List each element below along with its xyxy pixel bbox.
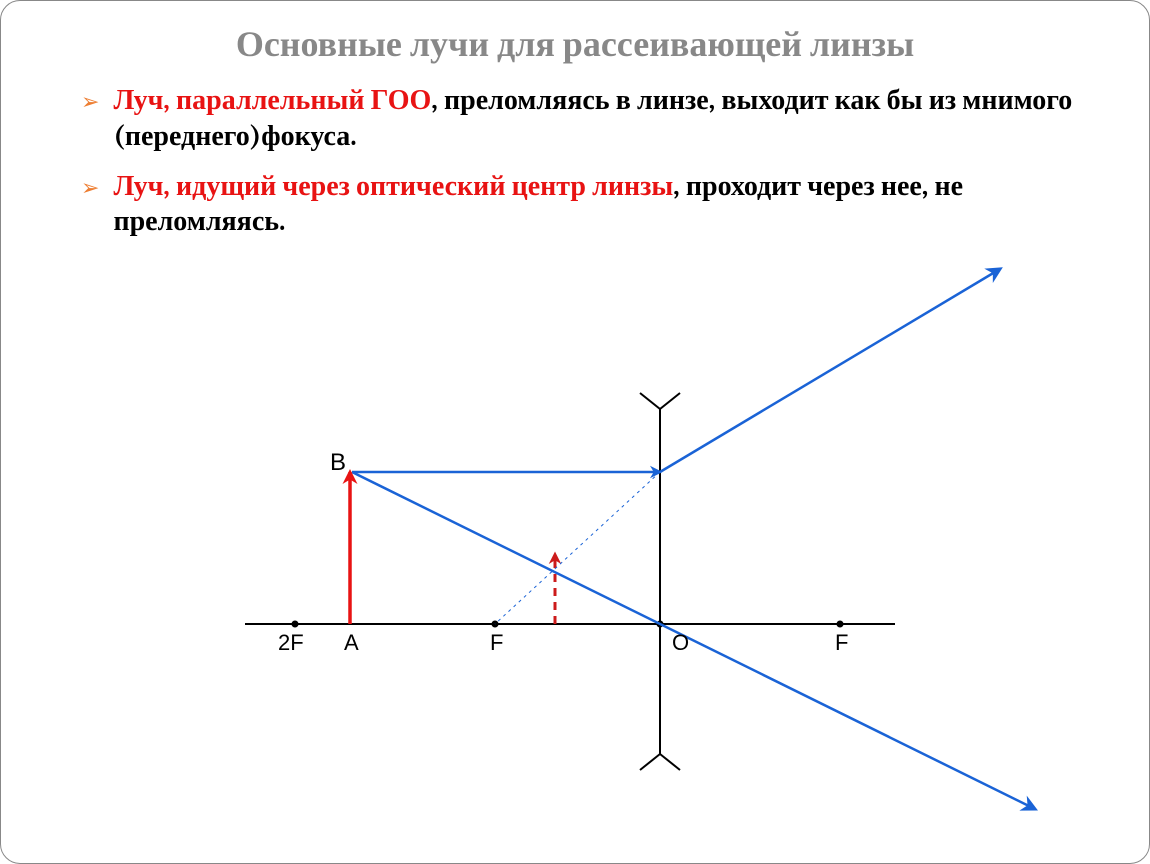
svg-text:F: F <box>835 630 848 655</box>
svg-text:F: F <box>490 630 503 655</box>
bullet-1-part-0: Луч, параллельный ГОО <box>113 84 431 116</box>
bullet-1: ➢ Луч, параллельный ГОО, преломляясь в л… <box>81 83 1089 155</box>
svg-text:O: O <box>672 630 689 655</box>
bullets-container: ➢ Луч, параллельный ГОО, преломляясь в л… <box>1 83 1149 240</box>
svg-text:B: B <box>330 449 346 476</box>
bullet-marker-icon: ➢ <box>81 175 99 201</box>
optics-diagram: B 2F A F O F <box>100 254 1050 814</box>
slide-title: Основные лучи для рассеивающей линзы <box>1 23 1149 65</box>
svg-text:2F: 2F <box>278 630 304 655</box>
bullet-marker-icon: ➢ <box>81 89 99 115</box>
slide-frame: Основные лучи для рассеивающей линзы ➢ Л… <box>0 0 1150 864</box>
bullet-2-text: Луч, идущий через оптический центр линзы… <box>113 169 1089 241</box>
bullet-2: ➢ Луч, идущий через оптический центр лин… <box>81 169 1089 241</box>
bullet-2-part-0: Луч, идущий через оптический центр линзы <box>113 170 673 202</box>
svg-text:A: A <box>344 630 359 655</box>
bullet-1-text: Луч, параллельный ГОО, преломляясь в лин… <box>113 83 1089 155</box>
